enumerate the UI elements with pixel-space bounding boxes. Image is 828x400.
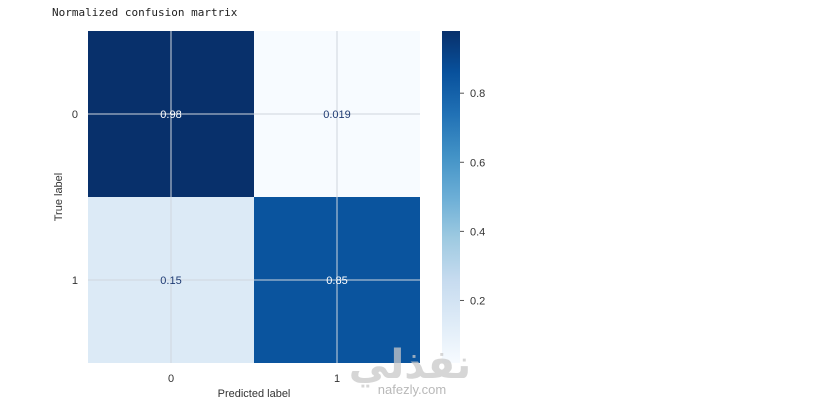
colorbar [442,31,460,363]
cell-labels: 0.98 0.019 0.15 0.85 [160,109,350,287]
watermark-arabic: نفذلي [349,342,471,388]
watermark: نفذلي nafezly.com [349,342,471,397]
heatmap-cells [88,31,420,363]
y-tick-label: 1 [72,275,78,287]
cell-value-label: 0.98 [160,109,181,121]
colorbar-tick-label: 0.2 [470,295,485,307]
cell-value-label: 0.15 [160,275,181,287]
colorbar-tick-label: 0.4 [470,226,485,238]
x-tick-label: 1 [334,373,340,385]
cell-value-label: 0.019 [323,109,351,121]
gridlines [88,31,420,363]
cell-value-label: 0.85 [326,275,347,287]
x-tick-label: 0 [168,373,174,385]
y-axis-label: True label [53,173,65,222]
watermark-url: nafezly.com [378,382,446,397]
output-header: Normalized confusion martrix [52,6,238,19]
colorbar-ticks: 0.2 0.4 0.6 0.8 [460,88,485,307]
colorbar-tick-label: 0.8 [470,88,485,100]
y-ticks: 01 [72,109,78,287]
colorbar-tick-label: 0.6 [470,157,485,169]
y-tick-label: 0 [72,109,78,121]
x-axis-label: Predicted label [218,388,291,400]
